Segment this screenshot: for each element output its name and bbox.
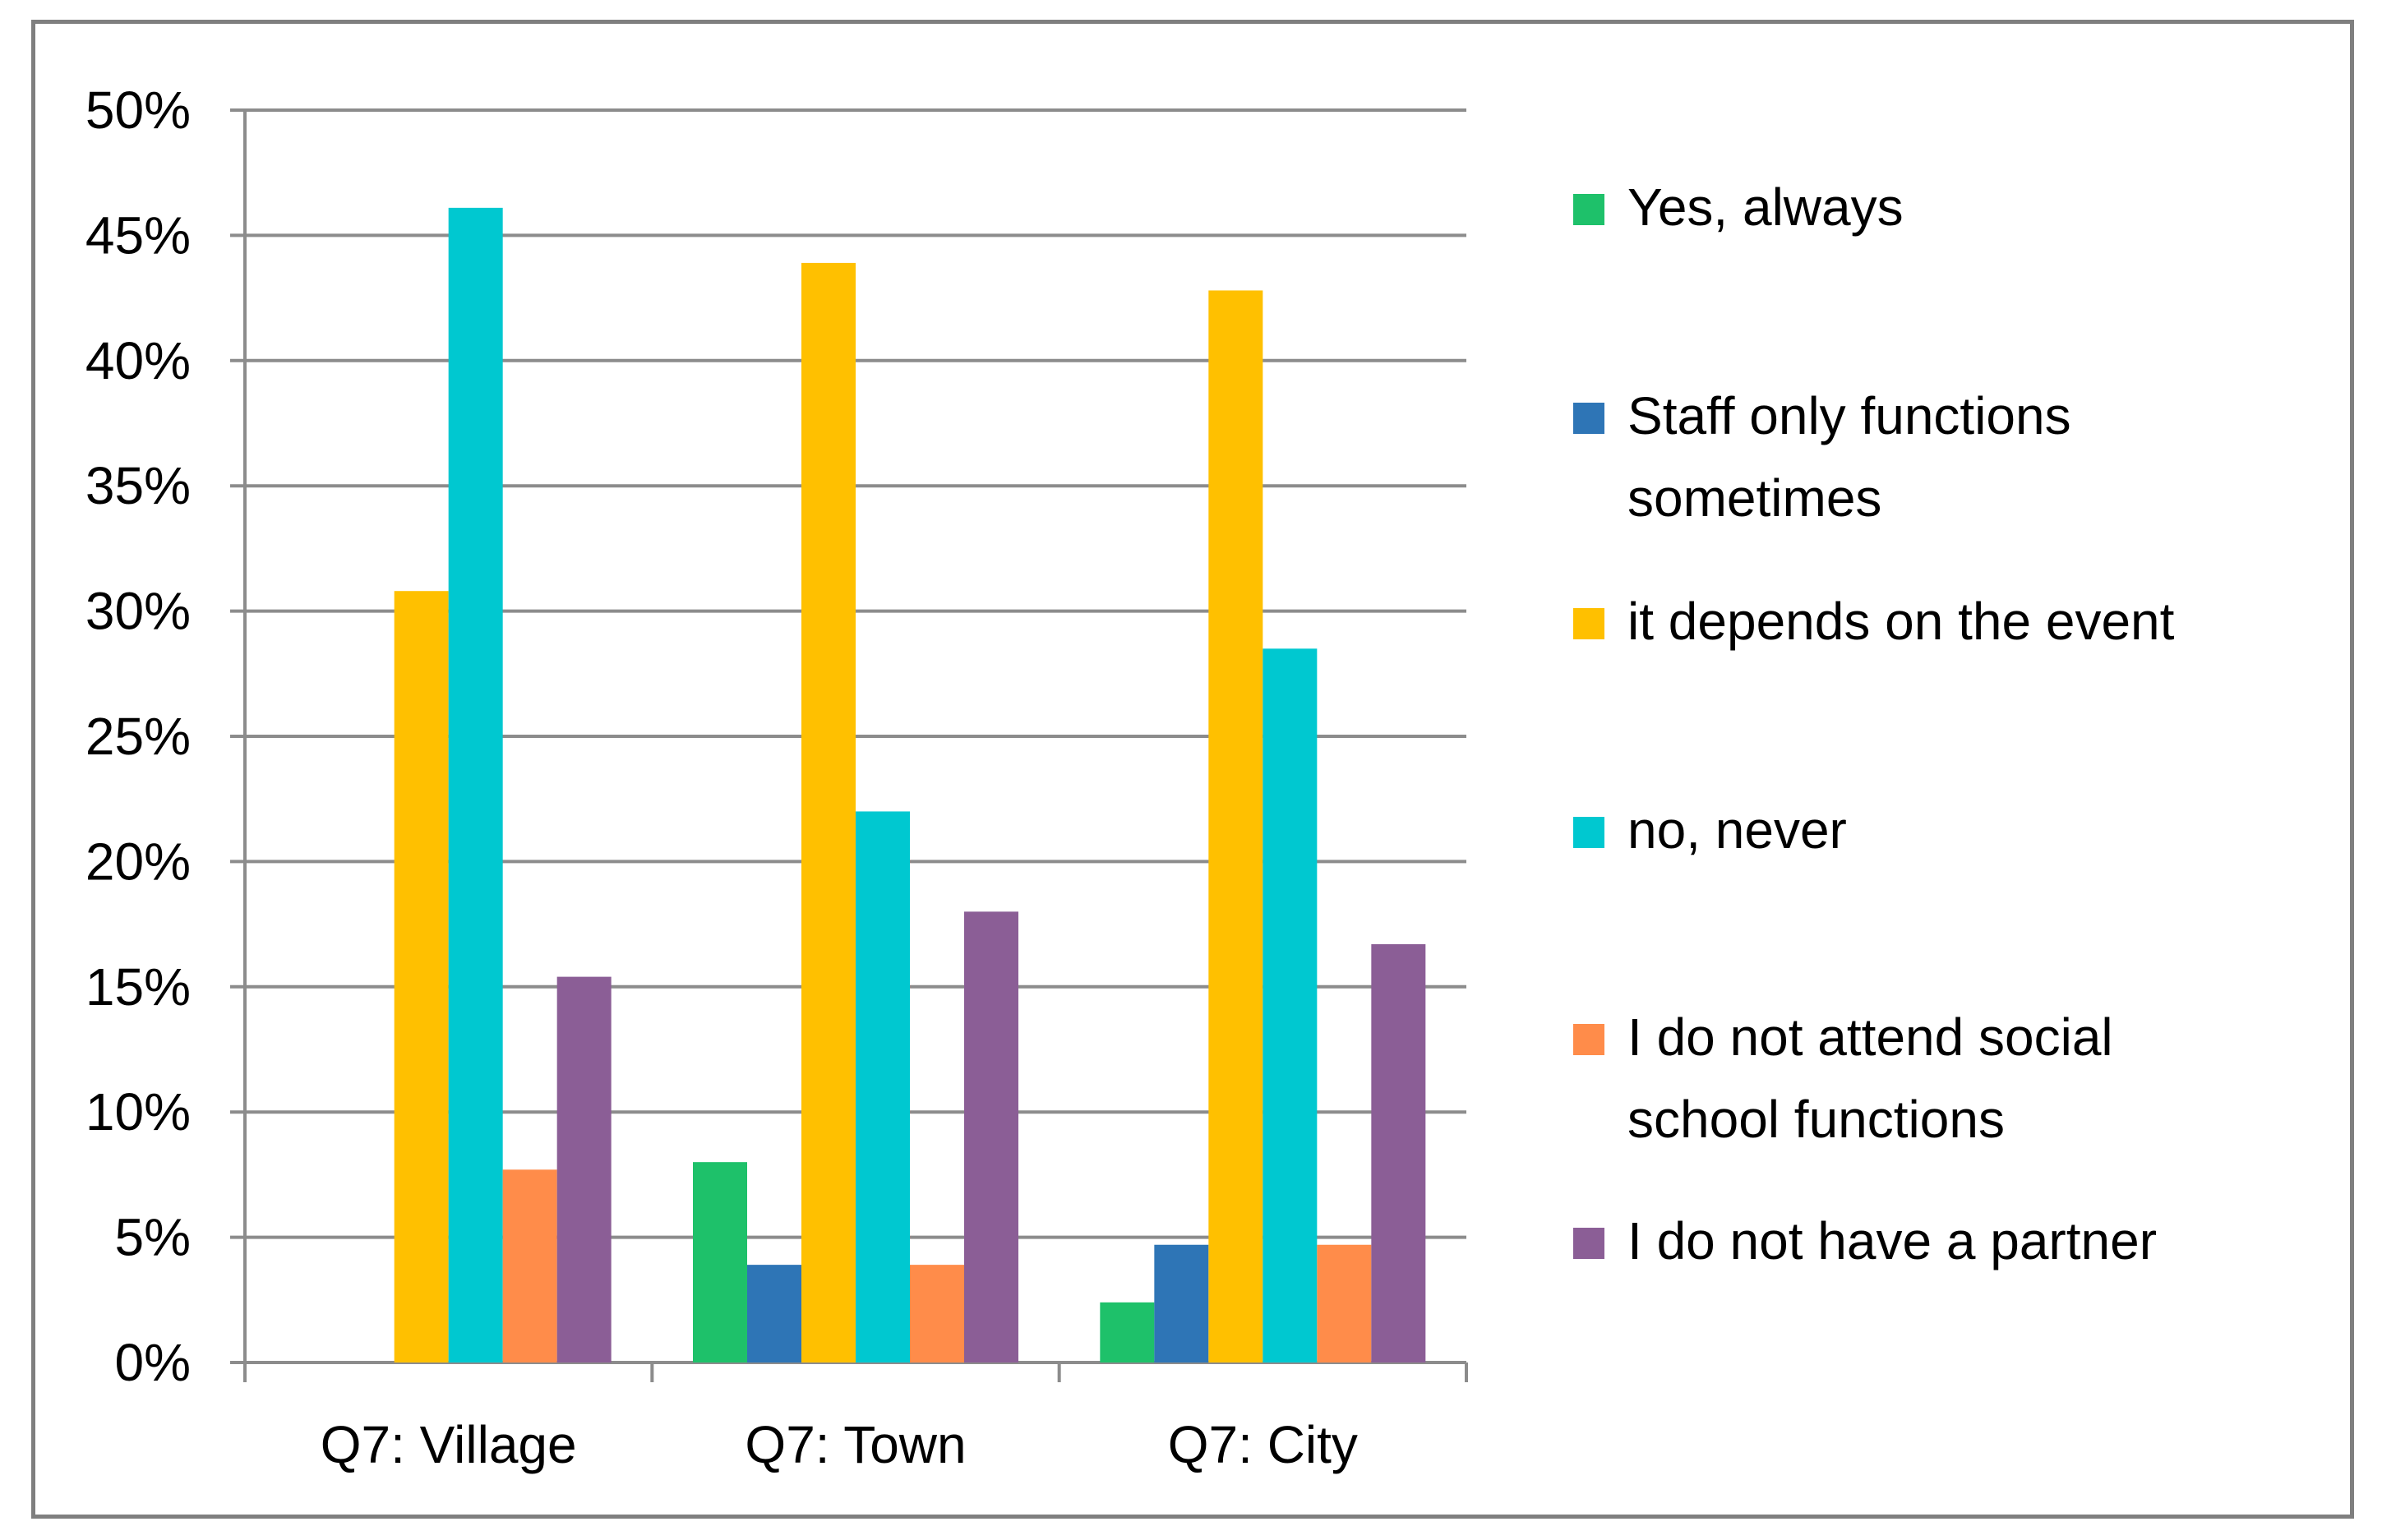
legend-swatch [1573, 403, 1604, 434]
x-tick-label: Q7: Town [745, 1415, 966, 1474]
bars [394, 207, 1426, 1363]
bar [502, 1169, 557, 1362]
bar [1154, 1244, 1209, 1362]
y-tick-label: 45% [85, 205, 191, 265]
legend-label: no, never [1627, 800, 1847, 860]
legend: Yes, always Staff only functions sometimes… [1573, 178, 2175, 1270]
legend-label: sometimes [1627, 468, 1881, 528]
bar [1208, 290, 1263, 1362]
y-tick-label: 35% [85, 456, 191, 515]
y-tick-label: 20% [85, 832, 191, 891]
y-tick-label: 25% [85, 707, 191, 766]
bar [448, 207, 503, 1363]
x-tick-label: Q7: City [1168, 1415, 1358, 1474]
legend-swatch [1573, 817, 1604, 848]
bar [964, 911, 1018, 1362]
legend-swatch [1573, 608, 1604, 639]
legend-label: Staff only functions [1627, 386, 2071, 445]
y-tick-label: 50% [85, 81, 191, 140]
bar [394, 591, 449, 1362]
y-tick-labels: 0% 5% 10% 15% 20% 25% 30% 35% 40% 45% 50% [85, 81, 191, 1392]
legend-label: Yes, always [1627, 178, 1904, 237]
bar [1317, 1244, 1372, 1362]
legend-swatch [1573, 1228, 1604, 1259]
legend-swatch [1573, 1024, 1604, 1055]
legend-label: I do not attend social [1627, 1007, 2113, 1067]
bar [1371, 943, 1426, 1362]
y-tick-label: 5% [115, 1208, 192, 1267]
bar [747, 1265, 801, 1362]
y-tick-label: 15% [85, 957, 191, 1017]
bar [910, 1265, 964, 1362]
y-tick-label: 40% [85, 331, 191, 390]
bar [1100, 1302, 1155, 1362]
legend-label: school functions [1627, 1090, 2005, 1149]
bar [693, 1162, 747, 1362]
x-tick-label: Q7: Village [321, 1415, 577, 1474]
legend-swatch [1573, 194, 1604, 225]
legend-label: I do not have a partner [1627, 1211, 2157, 1270]
y-tick-label: 30% [85, 582, 191, 641]
bar [856, 811, 910, 1362]
legend-label: it depends on the event [1627, 592, 2175, 651]
y-tick-label: 10% [85, 1082, 191, 1141]
bar [1263, 648, 1318, 1362]
y-tick-label: 0% [115, 1333, 192, 1392]
x-tick-labels: Q7: Village Q7: Town Q7: City [321, 1415, 1358, 1474]
bar [556, 976, 612, 1362]
bar [801, 262, 856, 1363]
